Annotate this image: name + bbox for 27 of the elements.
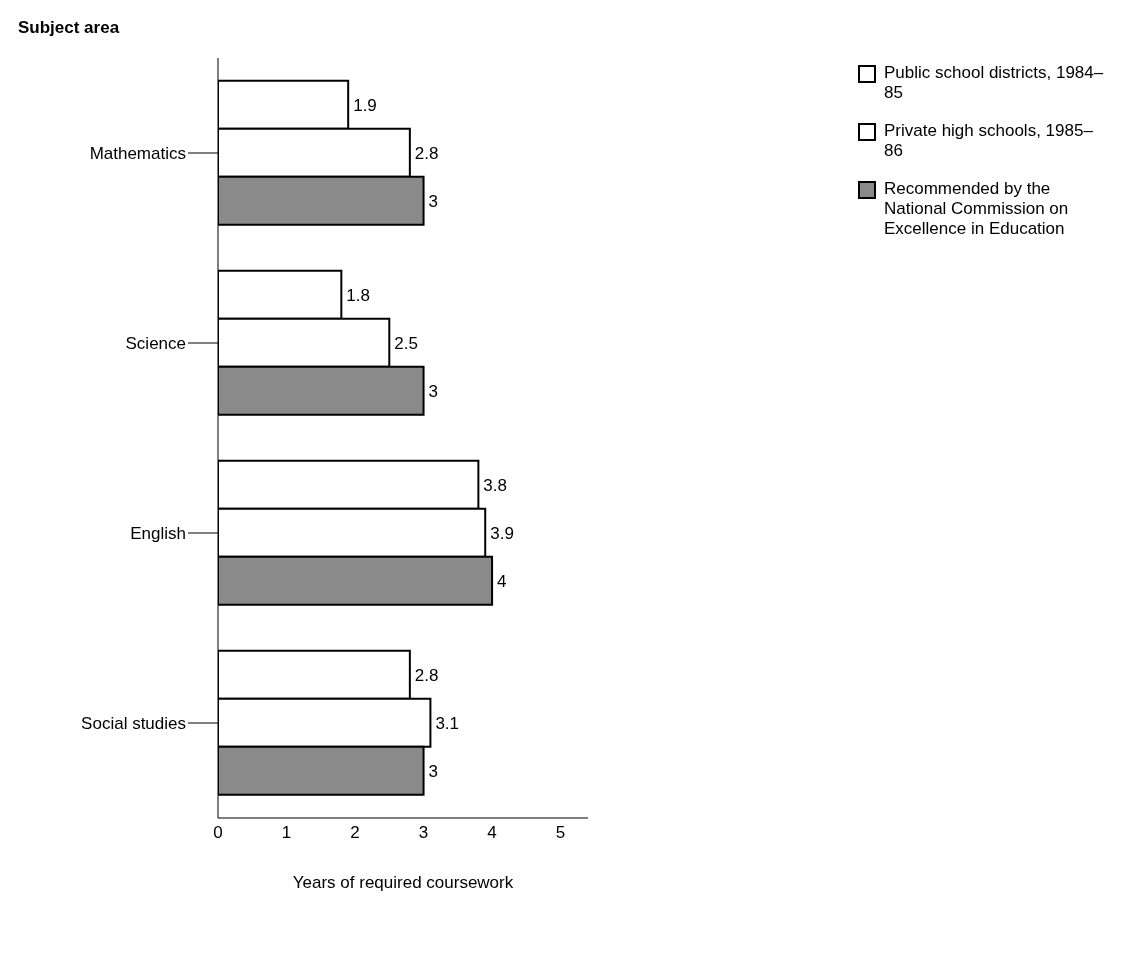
data-label: 1.9 <box>353 95 377 115</box>
y-tick-label: Science <box>125 334 186 354</box>
x-tick-label: 0 <box>213 823 223 843</box>
data-label: 3 <box>428 191 439 211</box>
y-axis-title: Subject area <box>18 18 120 38</box>
data-label: 2.8 <box>414 143 439 163</box>
legend-label: Public school districts, 1984–85 <box>884 63 1105 103</box>
y-tick-label: English <box>130 524 186 544</box>
x-tick-label: 4 <box>487 823 497 843</box>
data-label: 1.8 <box>346 285 370 305</box>
x-tick-label: 3 <box>418 823 429 843</box>
y-tick-label: Social studies <box>81 714 186 734</box>
data-label: 2.8 <box>414 665 439 685</box>
x-axis-title: Years of required coursework <box>292 873 514 892</box>
data-label: 3.9 <box>490 523 514 543</box>
data-label: 3 <box>428 761 439 781</box>
data-label: 3 <box>428 381 439 401</box>
x-tick-label: 1 <box>281 823 292 843</box>
data-label: 2.5 <box>394 333 418 353</box>
legend-label: Recommended by the National Commission on Excellence in Education <box>884 179 1070 239</box>
data-label: 4 <box>497 571 507 591</box>
data-label: 3.1 <box>435 713 460 733</box>
x-tick-label: 2 <box>350 823 360 843</box>
x-tick-label: 5 <box>555 823 566 843</box>
data-label: 3.8 <box>483 475 508 495</box>
legend-label: Private high schools, 1985–86 <box>884 121 1094 161</box>
y-tick-label: Mathematics <box>89 144 186 164</box>
